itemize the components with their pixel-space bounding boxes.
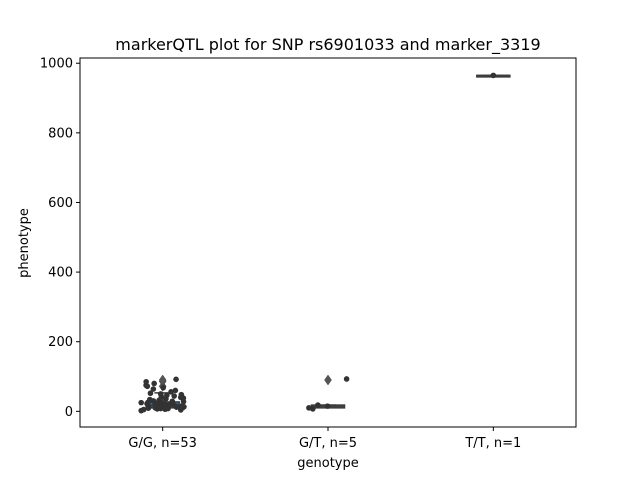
data-point [160,384,167,391]
chart-title: markerQTL plot for SNP rs6901033 and mar… [115,35,540,55]
y-tick-label: 400 [48,266,73,281]
x-tick-label: G/T, n=5 [299,436,357,451]
data-point [173,376,179,383]
data-point [168,389,174,395]
data-point [315,402,321,408]
data-point [138,399,144,406]
data-point [490,72,497,79]
plot-area [79,57,577,428]
x-tick-label: T/T, n=1 [464,436,521,451]
x-axis: G/G, n=53 G/T, n=5 T/T, n=1 [128,427,521,451]
data-point [150,386,157,392]
data-point [178,403,184,409]
chart-marks [138,72,511,414]
data-point [169,398,176,405]
x-tick-label: G/G, n=53 [128,436,196,451]
y-tick-label: 600 [48,196,73,211]
y-tick-label: 1000 [40,57,73,72]
data-point [143,378,149,385]
data-point [324,403,331,409]
data-point [343,376,350,382]
data-point [164,392,170,399]
outlier-point [324,374,332,386]
data-point [178,391,185,398]
data-point [172,387,179,394]
data-point [147,390,154,397]
y-axis-label: phenotype [17,208,32,278]
data-point [140,406,147,413]
y-axis: 0 200 400 600 800 1000 [40,57,80,420]
data-point [157,391,164,397]
y-tick-label: 200 [48,335,73,350]
outlier-point [158,374,167,386]
data-point [151,380,157,387]
x-axis-label: genotype [297,456,358,471]
data-point [146,396,153,403]
data-point [306,405,312,411]
data-point [171,393,177,399]
y-tick-label: 0 [65,405,73,420]
y-tick-label: 800 [48,126,73,141]
